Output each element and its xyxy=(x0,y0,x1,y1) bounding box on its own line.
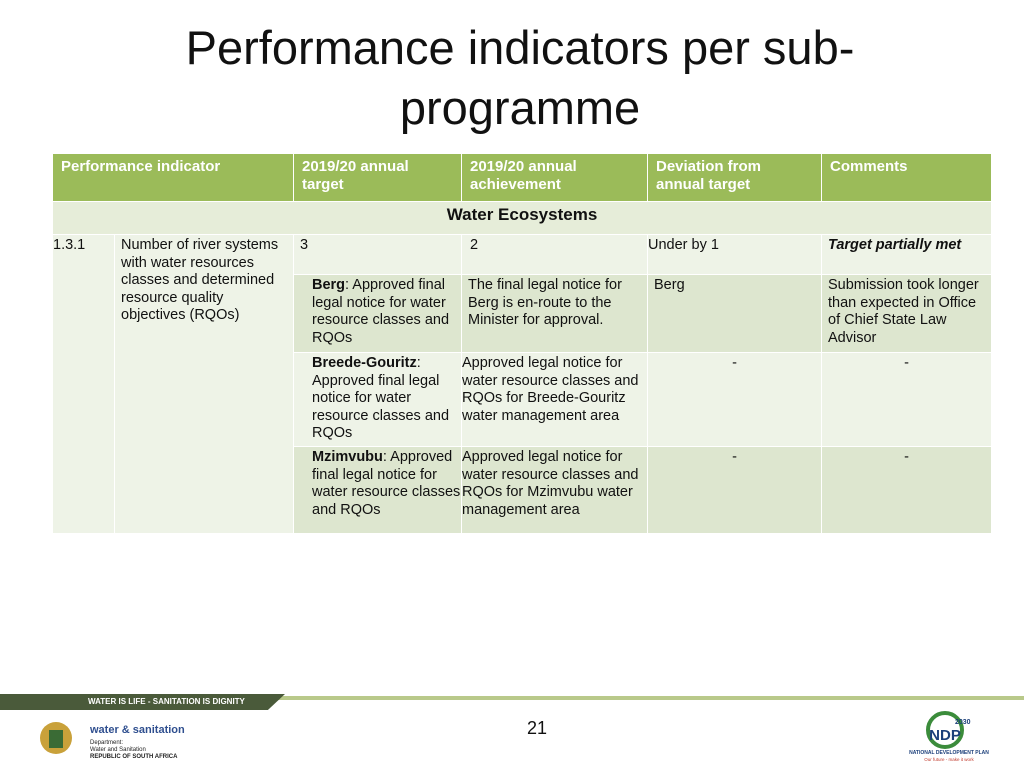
comments-cell: Submission took longer than expected in … xyxy=(821,274,992,353)
footer-stripe xyxy=(0,696,1024,700)
comments-cell: Target partially met xyxy=(821,234,992,275)
target-cell: Breede-Gouritz: Approved final legal not… xyxy=(293,352,462,447)
target-cell: 3 xyxy=(293,234,462,275)
dept-line: Department: xyxy=(90,740,123,746)
deviation-cell: Under by 1 xyxy=(647,234,822,275)
achievement-cell: The final legal notice for Berg is en-ro… xyxy=(461,274,648,353)
slide-title: Performance indicators per sub-programme xyxy=(185,21,855,134)
target-name: Mzimvubu xyxy=(312,449,383,465)
ndp-name: NATIONAL DEVELOPMENT PLAN xyxy=(909,750,989,756)
footer-banner: WATER IS LIFE - SANITATION IS DIGNITY xyxy=(0,694,285,710)
dept-logo: water & sanitation Department: Water and… xyxy=(40,722,185,760)
target-text: : Approved final legal notice for water … xyxy=(312,355,450,441)
dept-line: REPUBLIC OF SOUTH AFRICA xyxy=(90,754,178,760)
achievement-cell: Approved legal notice for water resource… xyxy=(461,446,648,534)
indicator-table: Performance indicator 2019/20 annual tar… xyxy=(52,153,992,534)
deviation-cell: - xyxy=(647,446,822,534)
ndp-slogan: Our future - make it work xyxy=(924,757,974,762)
target-name: Berg xyxy=(312,277,346,293)
indicator-text: Number of river systems with water resou… xyxy=(114,234,294,534)
target-name: Breede-Gouritz xyxy=(312,355,417,371)
header-cell: 2019/20 annual target xyxy=(293,153,462,202)
indicator-number: 1.3.1 xyxy=(52,234,115,534)
coat-of-arms-shield xyxy=(49,730,63,748)
achievement-cell: Approved legal notice for water resource… xyxy=(461,352,648,447)
section-cell: Water Ecosystems xyxy=(52,201,992,235)
comments-cell: - xyxy=(821,446,992,534)
deviation-cell: - xyxy=(647,352,822,447)
deviation-cell: Berg xyxy=(647,274,822,353)
page-number: 21 xyxy=(526,718,548,738)
ndp-abbr: NDP xyxy=(929,727,961,744)
header-cell: Performance indicator xyxy=(52,153,294,202)
ndp-year: 2030 xyxy=(955,719,971,726)
target-cell: Berg: Approved final legal notice for wa… xyxy=(293,274,462,353)
target-text: : Approved final legal notice for water … xyxy=(312,277,450,346)
header-cell: 2019/20 annual achievement xyxy=(461,153,648,202)
dept-line: Water and Sanitation xyxy=(90,747,146,753)
header-cell: Deviation from annual target xyxy=(647,153,822,202)
comments-cell: - xyxy=(821,352,992,447)
achievement-cell: 2 xyxy=(461,234,648,275)
target-cell: Mzimvubu: Approved final legal notice fo… xyxy=(293,446,462,534)
target-text: : Approved final legal notice for water … xyxy=(312,449,461,518)
ndp-logo: 2030 NDP NATIONAL DEVELOPMENT PLAN Our f… xyxy=(909,711,989,762)
ndp-ring xyxy=(926,711,964,749)
dept-name: water & sanitation xyxy=(89,724,185,736)
header-cell: Comments xyxy=(821,153,992,202)
